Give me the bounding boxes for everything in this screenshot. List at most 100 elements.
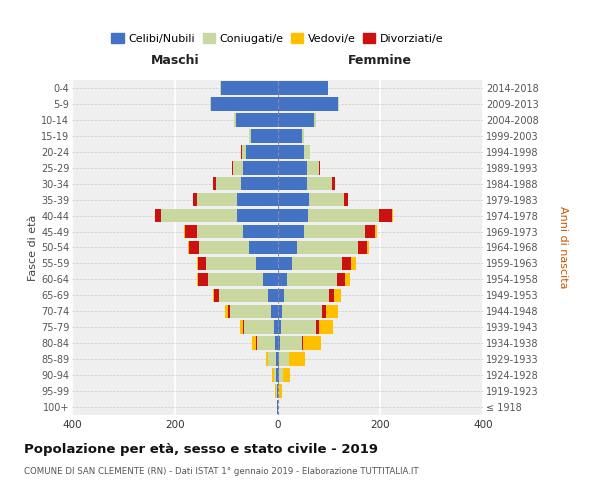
Bar <box>272 368 274 382</box>
Bar <box>238 193 278 206</box>
Bar <box>251 129 278 142</box>
Bar <box>263 272 278 286</box>
Bar <box>256 256 278 270</box>
Bar <box>221 81 278 95</box>
Bar <box>287 272 337 286</box>
Bar <box>225 304 227 318</box>
Bar <box>240 320 242 334</box>
Bar <box>342 256 352 270</box>
Bar <box>278 352 279 366</box>
Bar <box>278 304 281 318</box>
Bar <box>280 336 302 350</box>
Bar <box>242 320 244 334</box>
Bar <box>322 304 326 318</box>
Bar <box>392 209 393 222</box>
Bar <box>278 129 302 142</box>
Bar <box>304 145 310 158</box>
Bar <box>193 193 197 206</box>
Bar <box>302 129 304 142</box>
Bar <box>365 225 375 238</box>
Bar <box>197 272 199 286</box>
Bar <box>337 272 345 286</box>
Bar <box>278 240 297 254</box>
Bar <box>304 225 365 238</box>
Bar <box>303 336 320 350</box>
Bar <box>249 240 278 254</box>
Bar <box>319 320 333 334</box>
Bar <box>281 320 316 334</box>
Bar <box>345 272 350 286</box>
Bar <box>278 368 283 382</box>
Bar <box>236 113 278 126</box>
Y-axis label: Anni di nascita: Anni di nascita <box>558 206 568 288</box>
Bar <box>279 352 289 366</box>
Bar <box>329 288 334 302</box>
Bar <box>308 209 379 222</box>
Y-axis label: Fasce di età: Fasce di età <box>28 214 38 280</box>
Bar <box>284 288 329 302</box>
Bar <box>276 384 277 398</box>
Bar <box>214 288 220 302</box>
Bar <box>379 209 392 222</box>
Bar <box>274 368 277 382</box>
Bar <box>242 145 245 158</box>
Bar <box>233 161 242 174</box>
Bar <box>278 161 307 174</box>
Bar <box>249 129 251 142</box>
Bar <box>279 384 281 398</box>
Bar <box>230 304 271 318</box>
Bar <box>314 113 316 126</box>
Bar <box>198 256 206 270</box>
Bar <box>278 384 279 398</box>
Bar <box>302 336 303 350</box>
Text: Femmine: Femmine <box>348 54 412 68</box>
Bar <box>268 288 278 302</box>
Bar <box>278 225 304 238</box>
Text: Maschi: Maschi <box>151 54 199 68</box>
Bar <box>278 209 308 222</box>
Bar <box>266 352 268 366</box>
Bar <box>235 113 236 126</box>
Bar <box>375 225 377 238</box>
Bar <box>197 193 238 206</box>
Bar <box>358 240 367 254</box>
Bar <box>281 304 322 318</box>
Bar <box>367 240 370 254</box>
Bar <box>292 256 342 270</box>
Bar <box>232 161 233 174</box>
Bar <box>278 320 281 334</box>
Bar <box>278 145 304 158</box>
Bar <box>211 97 278 110</box>
Bar <box>242 225 278 238</box>
Bar <box>245 145 278 158</box>
Bar <box>326 304 338 318</box>
Bar <box>277 368 278 382</box>
Bar <box>155 209 161 222</box>
Bar <box>278 81 328 95</box>
Bar <box>209 97 211 110</box>
Bar <box>271 304 278 318</box>
Bar <box>307 161 319 174</box>
Bar <box>289 352 305 366</box>
Bar <box>332 177 335 190</box>
Text: COMUNE DI SAN CLEMENTE (RN) - Dati ISTAT 1° gennaio 2019 - Elaborazione TUTTITAL: COMUNE DI SAN CLEMENTE (RN) - Dati ISTAT… <box>24 468 419 476</box>
Bar <box>257 336 275 350</box>
Bar <box>307 177 332 190</box>
Bar <box>161 209 238 222</box>
Bar <box>199 240 249 254</box>
Bar <box>276 352 278 366</box>
Bar <box>319 161 320 174</box>
Bar <box>344 193 349 206</box>
Bar <box>197 225 242 238</box>
Bar <box>199 272 208 286</box>
Bar <box>185 225 197 238</box>
Legend: Celibi/Nubili, Coniugati/e, Vedovi/e, Divorziati/e: Celibi/Nubili, Coniugati/e, Vedovi/e, Di… <box>107 28 448 48</box>
Bar <box>278 256 292 270</box>
Bar <box>220 288 268 302</box>
Bar <box>256 336 257 350</box>
Bar <box>213 177 216 190</box>
Bar <box>274 320 278 334</box>
Bar <box>334 288 341 302</box>
Bar <box>278 193 310 206</box>
Bar <box>208 272 263 286</box>
